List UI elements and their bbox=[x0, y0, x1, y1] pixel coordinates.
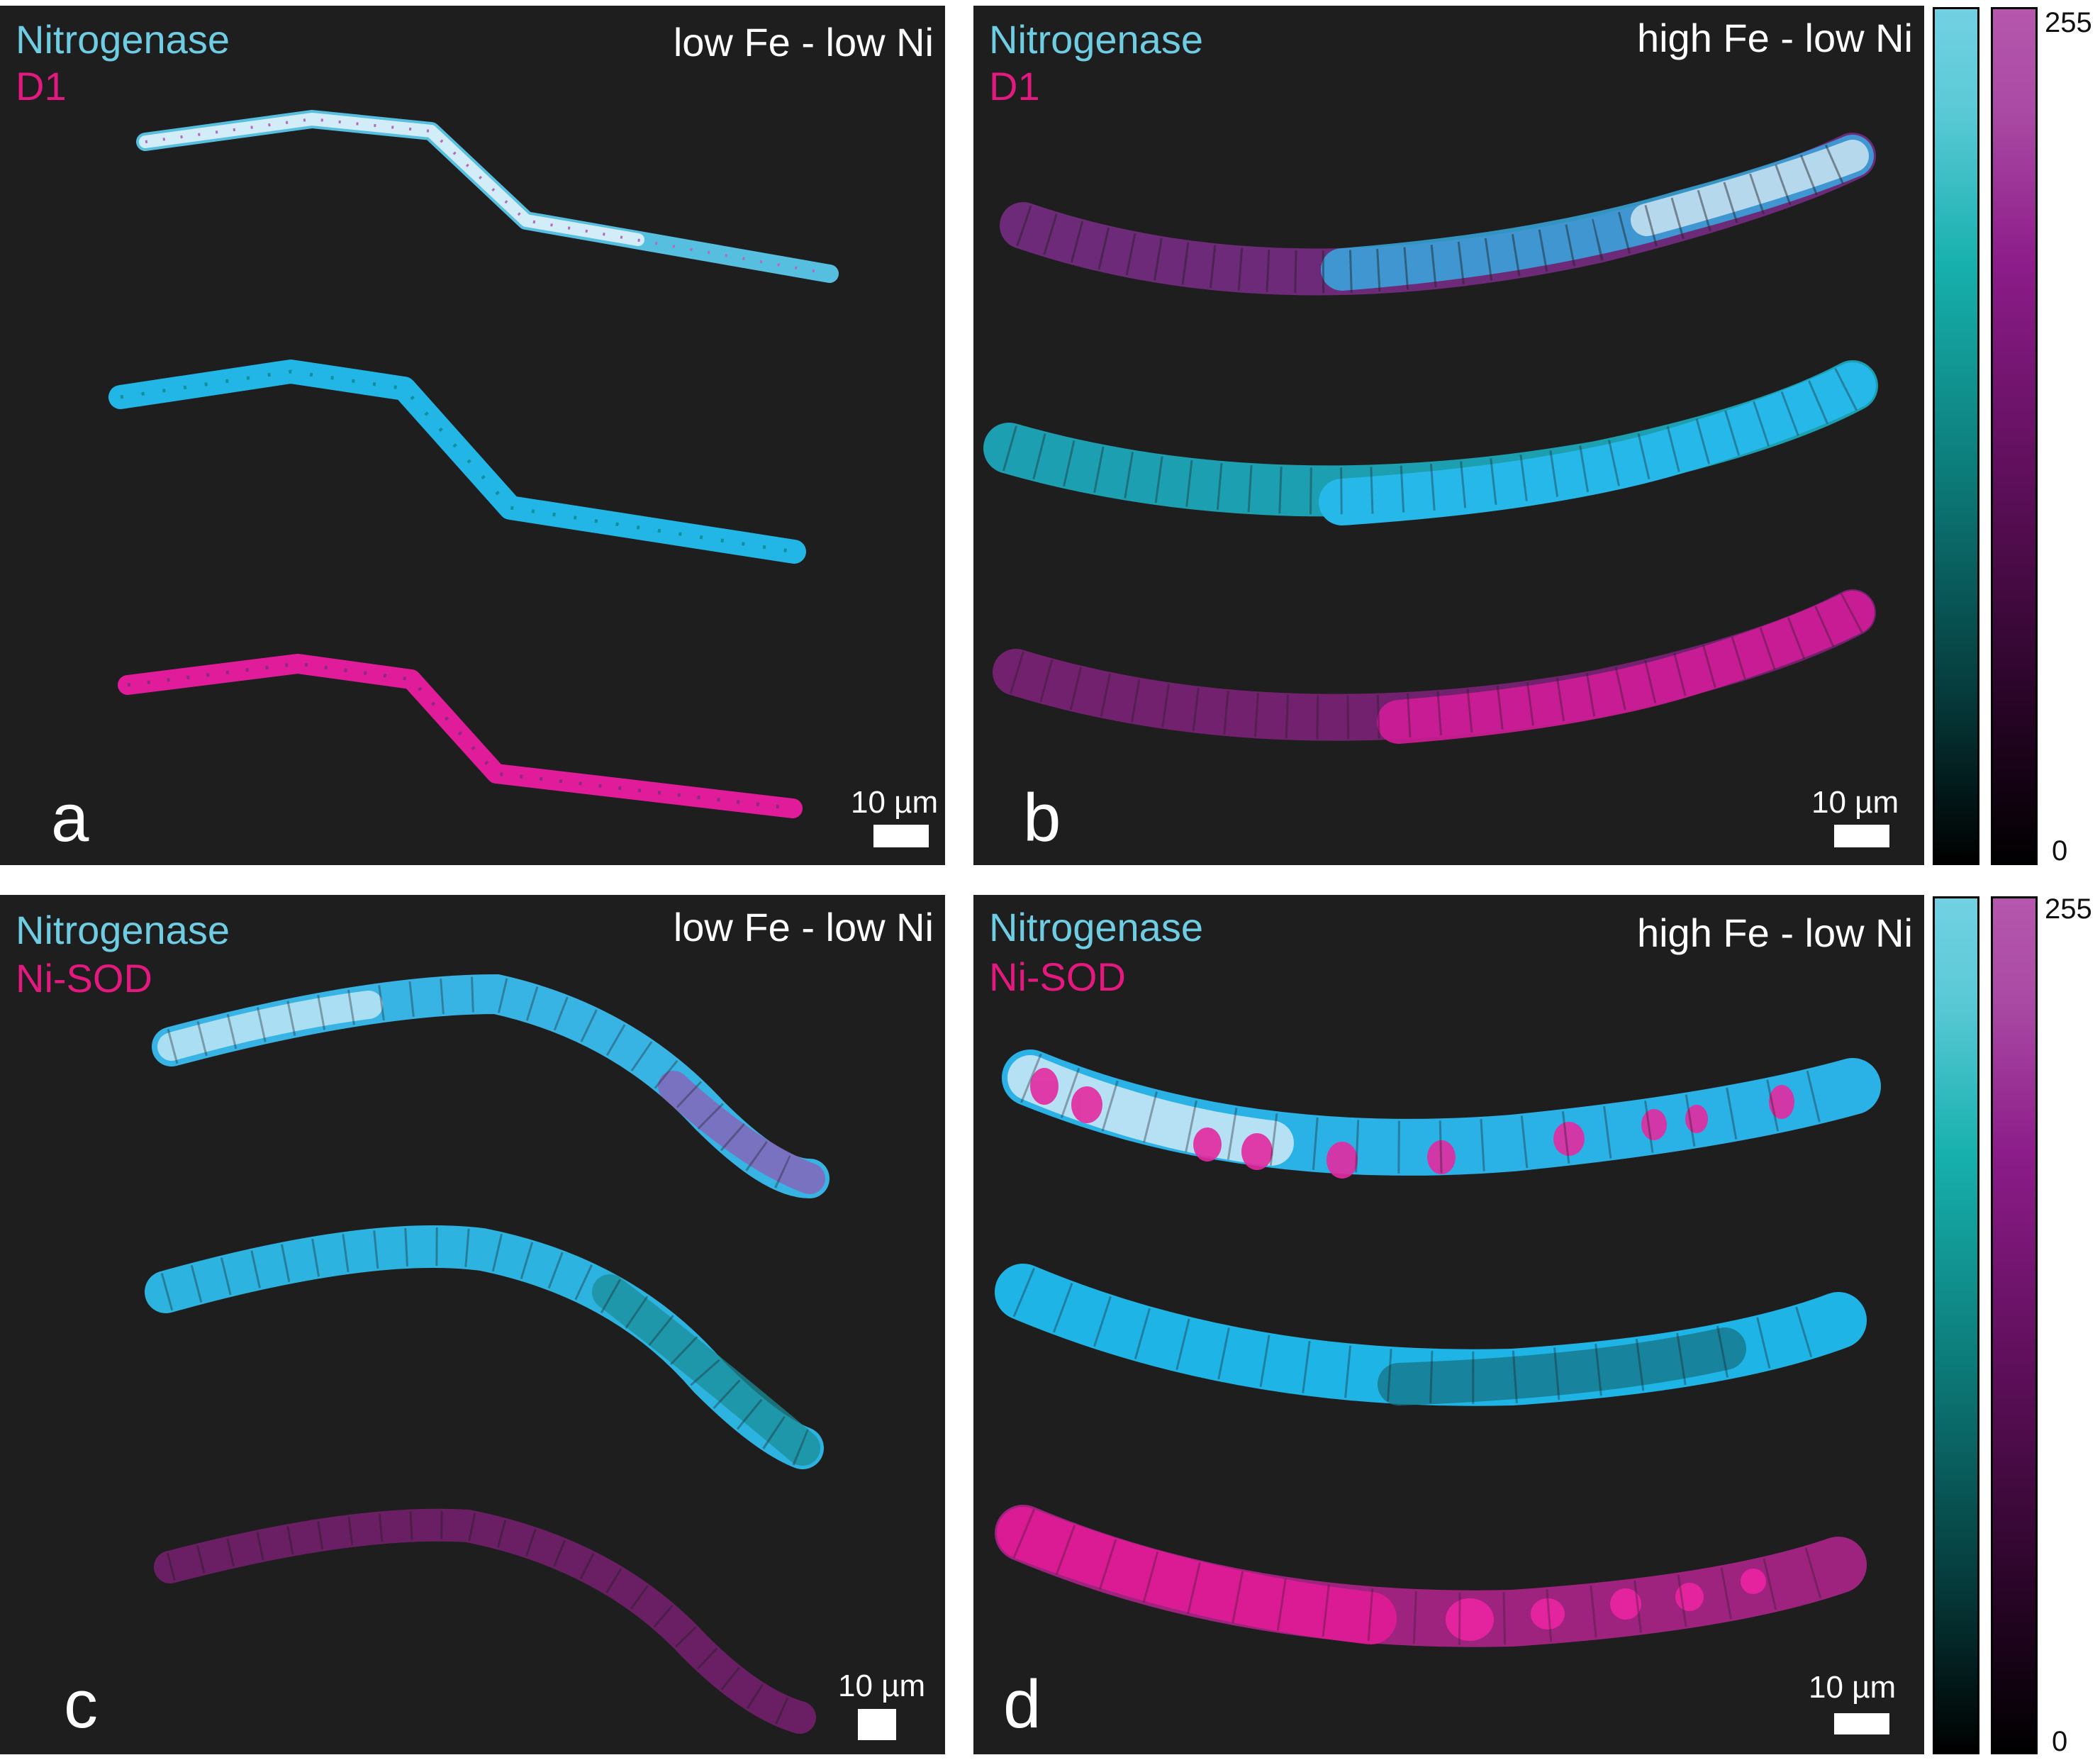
condition-label: high Fe - low Ni bbox=[1636, 16, 1913, 60]
scale-bar bbox=[1834, 1713, 1889, 1734]
stain-colorbar-top bbox=[1991, 7, 2038, 865]
panel-letter: b bbox=[1023, 780, 1061, 856]
scale-bar-label: 10 µm bbox=[838, 1669, 926, 1703]
scale-bar bbox=[873, 825, 929, 847]
colorbar-max-label: 255 bbox=[2045, 7, 2092, 38]
nitrogenase-label: Nitrogenase bbox=[16, 17, 230, 62]
filament-image bbox=[145, 974, 830, 1734]
d1-label: D1 bbox=[16, 64, 67, 108]
filament-image bbox=[983, 133, 1878, 744]
panel-letter: a bbox=[51, 780, 89, 856]
nitrogenase-label: Nitrogenase bbox=[989, 17, 1203, 62]
stain-colorbar-bottom bbox=[1991, 896, 2038, 1754]
scale-bar-label: 10 µm bbox=[1811, 785, 1899, 820]
filament-image bbox=[995, 1049, 1881, 1647]
nitrogenase-label: Nitrogenase bbox=[989, 905, 1203, 949]
ni-sod-label: Ni-SOD bbox=[989, 954, 1126, 999]
colorbar-min-label: 0 bbox=[2052, 1726, 2068, 1757]
condition-label: low Fe - low Ni bbox=[673, 20, 934, 65]
panel-c: Nitrogenase Ni-SOD low Fe - low Ni c 10 … bbox=[0, 895, 945, 1754]
nitrogenase-label: Nitrogenase bbox=[16, 908, 230, 952]
filament-image bbox=[108, 110, 839, 818]
panel-letter: c bbox=[64, 1666, 98, 1742]
panel-b: Nitrogenase D1 high Fe - low Ni b 10 µm bbox=[973, 6, 1924, 865]
nitrogenase-colorbar-bottom bbox=[1933, 896, 1979, 1754]
colorbar-min-label: 0 bbox=[2052, 835, 2068, 867]
scale-bar-label: 10 µm bbox=[1809, 1670, 1897, 1705]
condition-label: high Fe - low Ni bbox=[1636, 910, 1913, 955]
colorbar-max-label: 255 bbox=[2045, 893, 2092, 925]
panel-a: Nitrogenase D1 low Fe - low Ni a 10 µm bbox=[0, 6, 945, 865]
panel-letter: d bbox=[1003, 1666, 1041, 1742]
scale-bar-label: 10 µm bbox=[851, 785, 939, 820]
nitrogenase-colorbar-top bbox=[1933, 7, 1979, 865]
ni-sod-label: Ni-SOD bbox=[16, 956, 152, 1001]
scale-bar bbox=[858, 1709, 896, 1740]
scale-bar bbox=[1834, 825, 1889, 847]
panel-d: Nitrogenase Ni-SOD high Fe - low Ni d 10… bbox=[973, 895, 1924, 1754]
d1-label: D1 bbox=[989, 64, 1040, 108]
condition-label: low Fe - low Ni bbox=[673, 905, 934, 949]
